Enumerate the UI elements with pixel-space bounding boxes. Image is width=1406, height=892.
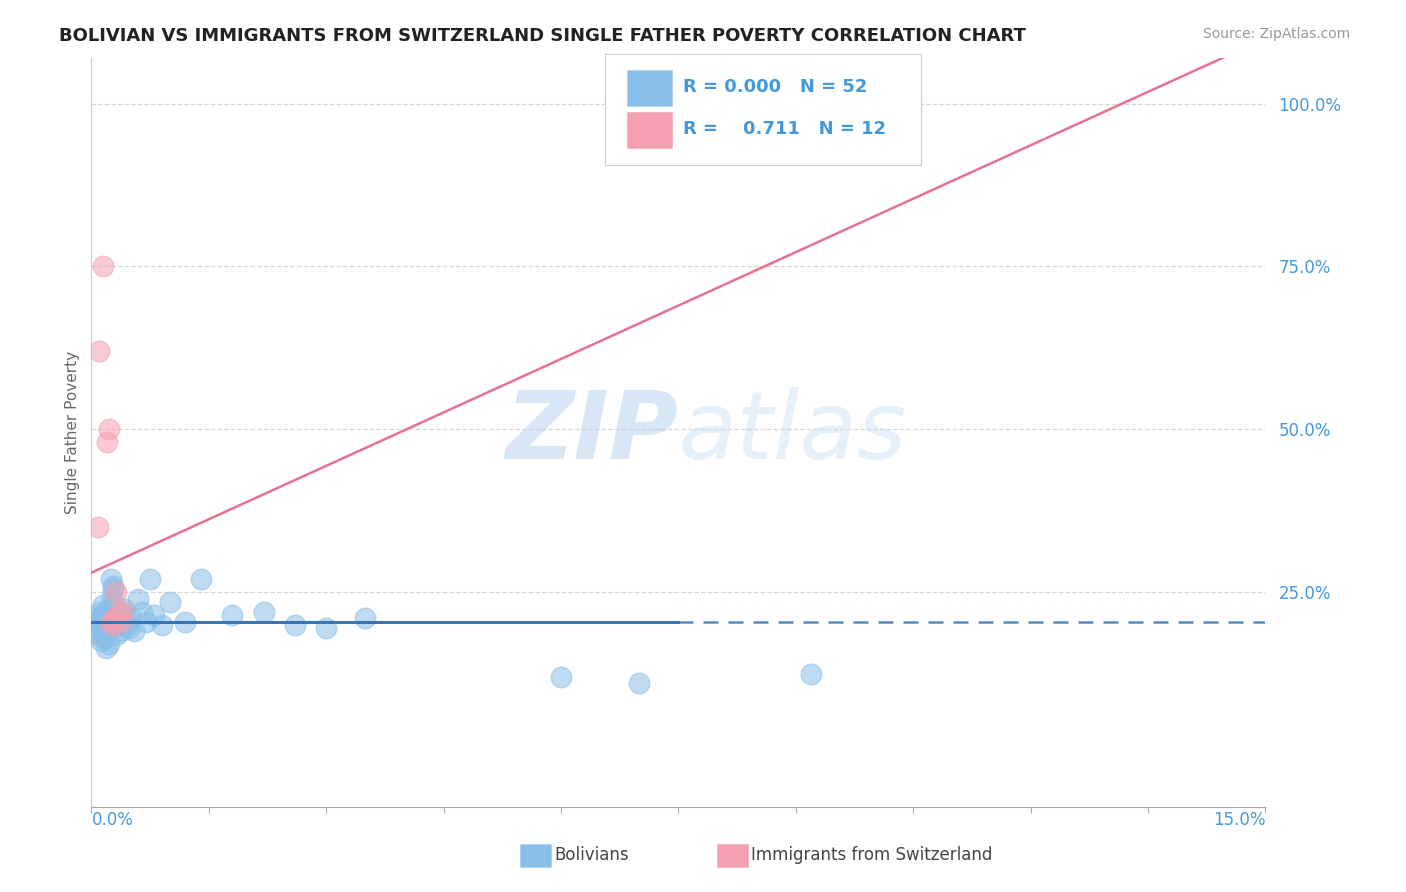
Point [252, 605, 274, 619]
Point [97, 601, 120, 615]
Point [84, 615, 107, 629]
Point [800, 96, 823, 111]
Text: R = 0.000   N = 52: R = 0.000 N = 52 [683, 78, 868, 96]
Point [96, 611, 118, 625]
Text: ZIP: ZIP [506, 386, 678, 479]
Point [159, 595, 181, 609]
Point [96, 640, 118, 655]
Text: atlas: atlas [678, 387, 907, 478]
Point [89, 344, 111, 359]
Point [315, 621, 337, 635]
Point [93, 624, 115, 639]
Point [115, 617, 138, 632]
Point [93, 631, 115, 645]
Point [150, 617, 173, 632]
Point [91, 260, 114, 274]
Point [131, 605, 153, 619]
Point [98, 637, 121, 651]
Point [120, 611, 142, 625]
Point [91, 599, 114, 613]
Point [98, 615, 121, 629]
Point [104, 611, 127, 625]
Text: 15.0%: 15.0% [1213, 811, 1265, 829]
Point [628, 676, 651, 690]
Point [103, 599, 125, 613]
Point [89, 605, 111, 619]
Text: BOLIVIAN VS IMMIGRANTS FROM SWITZERLAND SINGLE FATHER POVERTY CORRELATION CHART: BOLIVIAN VS IMMIGRANTS FROM SWITZERLAND … [59, 27, 1026, 45]
Point [103, 579, 125, 593]
Point [118, 621, 141, 635]
Point [284, 617, 307, 632]
Text: Bolivians: Bolivians [554, 847, 628, 864]
Point [90, 634, 112, 648]
Point [800, 666, 823, 681]
Point [221, 608, 243, 623]
Point [105, 585, 128, 599]
Point [107, 605, 129, 619]
Point [174, 615, 197, 629]
Text: Immigrants from Switzerland: Immigrants from Switzerland [751, 847, 993, 864]
Y-axis label: Single Father Poverty: Single Father Poverty [65, 351, 80, 514]
Point [135, 615, 157, 629]
Text: Source: ZipAtlas.com: Source: ZipAtlas.com [1202, 27, 1350, 41]
Point [111, 608, 134, 623]
Point [124, 624, 146, 639]
Point [104, 611, 127, 625]
Point [143, 608, 166, 623]
Point [100, 589, 122, 603]
Point [86, 624, 108, 639]
Text: 0.0%: 0.0% [91, 811, 134, 829]
Point [550, 670, 572, 684]
Point [100, 572, 122, 586]
Point [87, 627, 110, 641]
Point [103, 617, 125, 632]
Text: R =    0.711   N = 12: R = 0.711 N = 12 [683, 120, 886, 138]
Point [89, 617, 111, 632]
Point [105, 627, 128, 641]
Point [86, 611, 108, 625]
Point [96, 435, 118, 450]
Point [110, 615, 132, 629]
Point [111, 605, 134, 619]
Point [101, 582, 124, 596]
Point [108, 617, 131, 632]
Point [86, 520, 108, 534]
Point [107, 605, 129, 619]
Point [97, 621, 120, 635]
Point [112, 601, 135, 615]
Point [354, 611, 377, 625]
Point [98, 617, 121, 632]
Point [139, 572, 162, 586]
Point [97, 422, 120, 436]
Point [90, 621, 112, 635]
Point [127, 591, 149, 606]
Point [94, 617, 117, 632]
Point [110, 624, 132, 639]
Point [190, 572, 212, 586]
Point [91, 608, 114, 623]
